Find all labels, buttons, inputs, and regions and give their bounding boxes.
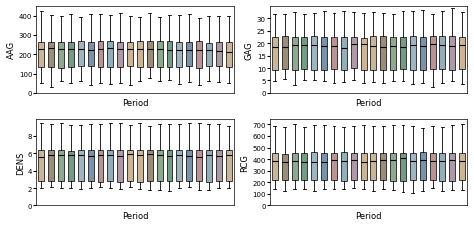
- PathPatch shape: [410, 154, 416, 181]
- PathPatch shape: [68, 42, 74, 68]
- PathPatch shape: [429, 37, 436, 70]
- PathPatch shape: [292, 38, 298, 70]
- PathPatch shape: [380, 153, 386, 180]
- X-axis label: Period: Period: [122, 211, 148, 220]
- PathPatch shape: [429, 153, 436, 180]
- PathPatch shape: [390, 38, 396, 71]
- PathPatch shape: [449, 153, 455, 181]
- PathPatch shape: [311, 37, 317, 70]
- PathPatch shape: [371, 37, 376, 71]
- PathPatch shape: [58, 42, 64, 69]
- PathPatch shape: [282, 37, 288, 70]
- PathPatch shape: [226, 43, 232, 68]
- PathPatch shape: [156, 151, 163, 181]
- Y-axis label: GAG: GAG: [245, 41, 254, 59]
- PathPatch shape: [341, 38, 347, 71]
- PathPatch shape: [272, 37, 278, 70]
- PathPatch shape: [292, 153, 298, 180]
- Y-axis label: AAG: AAG: [7, 41, 16, 59]
- PathPatch shape: [186, 42, 192, 67]
- PathPatch shape: [380, 37, 386, 70]
- PathPatch shape: [410, 37, 416, 70]
- PathPatch shape: [331, 153, 337, 180]
- PathPatch shape: [216, 43, 222, 67]
- PathPatch shape: [390, 153, 396, 181]
- PathPatch shape: [166, 42, 173, 68]
- PathPatch shape: [331, 38, 337, 70]
- PathPatch shape: [107, 42, 113, 68]
- PathPatch shape: [88, 43, 93, 67]
- PathPatch shape: [371, 153, 376, 180]
- PathPatch shape: [48, 43, 54, 67]
- PathPatch shape: [420, 38, 426, 71]
- PathPatch shape: [166, 151, 173, 181]
- PathPatch shape: [196, 151, 202, 182]
- PathPatch shape: [361, 39, 366, 71]
- PathPatch shape: [68, 151, 74, 181]
- PathPatch shape: [107, 151, 113, 181]
- PathPatch shape: [78, 151, 84, 181]
- PathPatch shape: [439, 37, 446, 70]
- PathPatch shape: [48, 150, 54, 181]
- PathPatch shape: [351, 38, 356, 69]
- X-axis label: Period: Period: [355, 211, 382, 220]
- X-axis label: Period: Period: [122, 99, 148, 108]
- PathPatch shape: [420, 153, 426, 180]
- PathPatch shape: [216, 150, 222, 181]
- PathPatch shape: [449, 37, 455, 71]
- PathPatch shape: [361, 153, 366, 180]
- PathPatch shape: [301, 37, 307, 70]
- Y-axis label: RCG: RCG: [240, 153, 249, 171]
- PathPatch shape: [341, 153, 347, 181]
- PathPatch shape: [137, 150, 143, 182]
- PathPatch shape: [38, 150, 44, 181]
- PathPatch shape: [147, 151, 153, 181]
- PathPatch shape: [400, 38, 406, 69]
- PathPatch shape: [38, 43, 44, 68]
- X-axis label: Period: Period: [355, 99, 382, 108]
- PathPatch shape: [206, 150, 212, 182]
- PathPatch shape: [272, 154, 278, 180]
- PathPatch shape: [226, 151, 232, 182]
- PathPatch shape: [88, 150, 93, 181]
- PathPatch shape: [98, 42, 103, 68]
- PathPatch shape: [176, 43, 182, 67]
- PathPatch shape: [186, 150, 192, 181]
- PathPatch shape: [98, 151, 103, 182]
- PathPatch shape: [282, 154, 288, 180]
- PathPatch shape: [321, 38, 327, 71]
- PathPatch shape: [176, 151, 182, 182]
- PathPatch shape: [321, 154, 327, 180]
- PathPatch shape: [117, 43, 123, 68]
- PathPatch shape: [117, 150, 123, 182]
- PathPatch shape: [147, 42, 153, 67]
- PathPatch shape: [206, 44, 212, 67]
- PathPatch shape: [127, 43, 133, 67]
- PathPatch shape: [400, 153, 406, 182]
- PathPatch shape: [196, 42, 202, 68]
- PathPatch shape: [156, 42, 163, 67]
- PathPatch shape: [351, 153, 356, 180]
- Y-axis label: DENS: DENS: [16, 151, 25, 174]
- PathPatch shape: [301, 153, 307, 180]
- PathPatch shape: [439, 154, 446, 181]
- PathPatch shape: [137, 42, 143, 67]
- PathPatch shape: [311, 153, 317, 180]
- PathPatch shape: [459, 38, 465, 70]
- PathPatch shape: [459, 154, 465, 180]
- PathPatch shape: [127, 151, 133, 182]
- PathPatch shape: [78, 42, 84, 67]
- PathPatch shape: [58, 150, 64, 182]
